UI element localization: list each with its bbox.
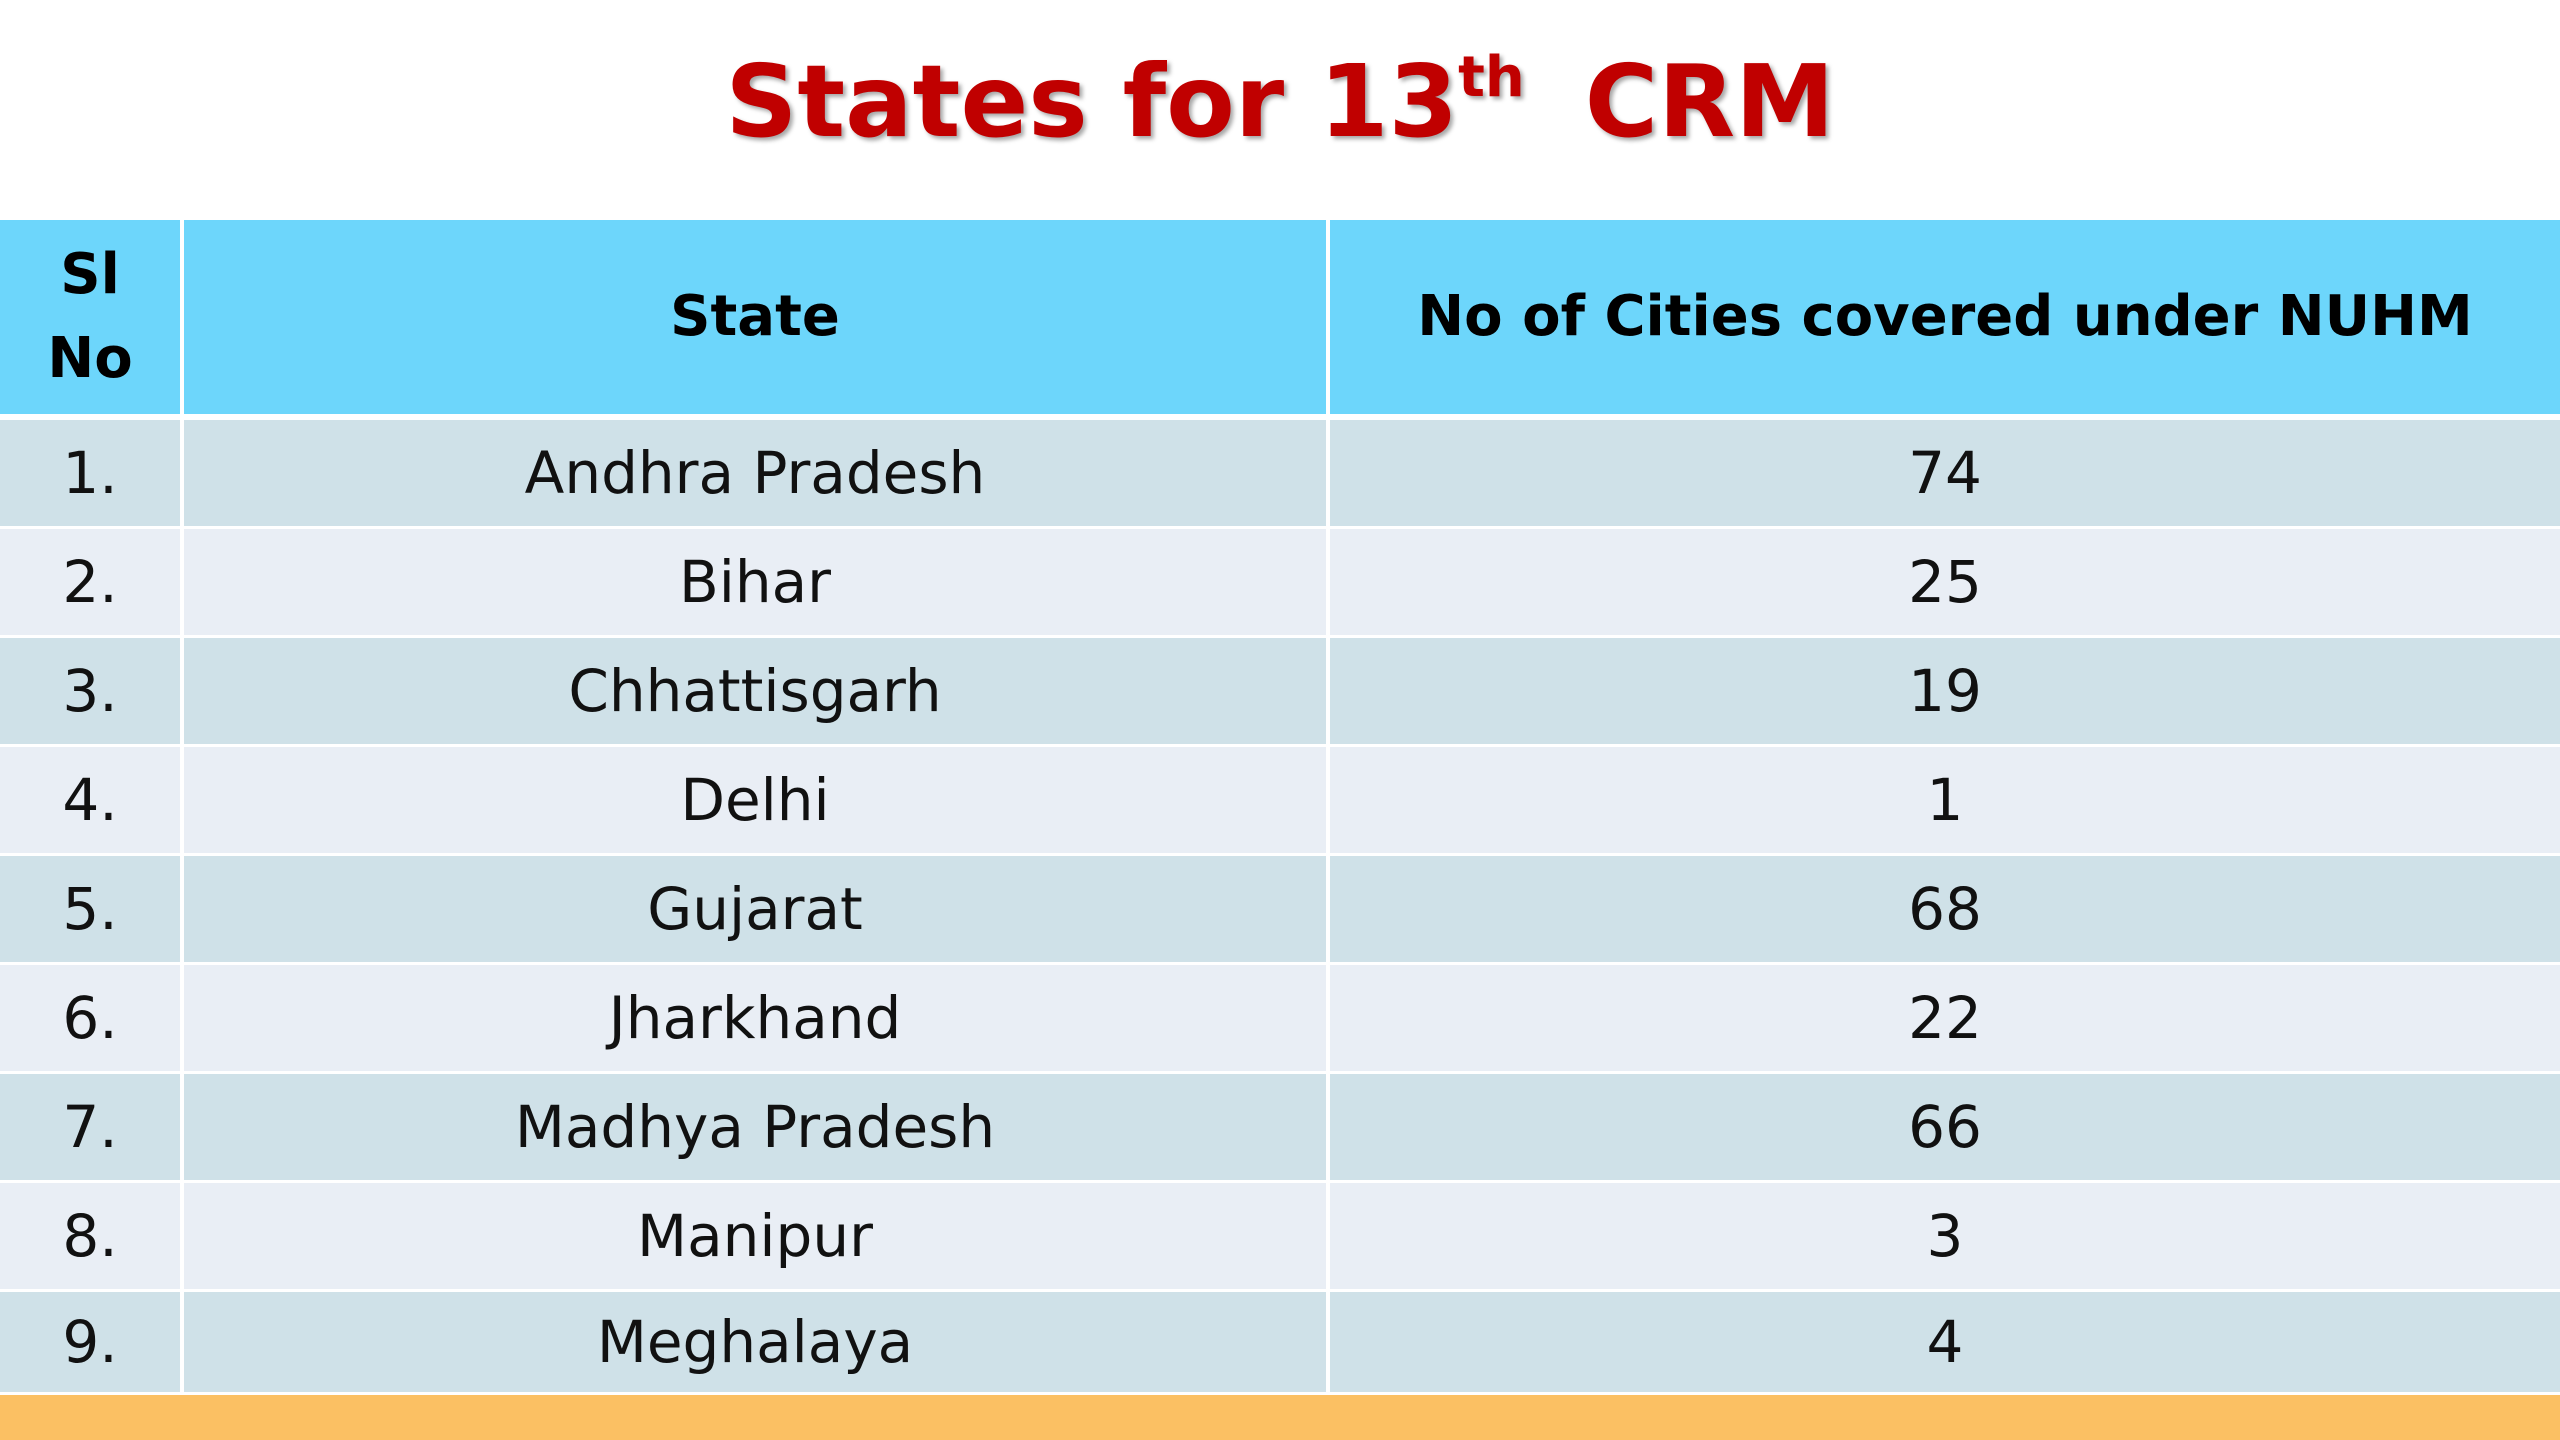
table-row: 3. Chhattisgarh 19	[0, 638, 2560, 747]
cell-cities: 19	[1908, 657, 1982, 725]
cell-sl-no: 6.	[0, 965, 184, 1071]
cell-cities: 3	[1926, 1202, 1964, 1270]
table-row: 9. Meghalaya 4	[0, 1292, 2560, 1392]
cell-state: Jharkhand	[184, 965, 1330, 1071]
cell-state: Gujarat	[184, 856, 1330, 962]
cell-cities: 4	[1926, 1308, 1964, 1376]
table-row: 4. Delhi 1	[0, 747, 2560, 856]
table-row: 5. Gujarat 68	[0, 856, 2560, 965]
cell-sl-no: 8.	[0, 1183, 184, 1289]
footer-bar	[0, 1395, 2560, 1440]
table-row: 6. Jharkhand 22	[0, 965, 2560, 1074]
header-sl-no: Sl No	[0, 220, 184, 414]
title-end: CRM	[1584, 43, 1835, 160]
cell-sl-no: 3.	[0, 638, 184, 744]
cell-state: Meghalaya	[184, 1292, 1330, 1392]
table-row: 2. Bihar 25	[0, 529, 2560, 638]
cell-cities: 25	[1908, 548, 1982, 616]
cell-sl-no: 4.	[0, 747, 184, 853]
cell-sl-no: 2.	[0, 529, 184, 635]
states-table: Sl No State No of Cities covered under N…	[0, 220, 2560, 1395]
table-header-row: Sl No State No of Cities covered under N…	[0, 220, 2560, 420]
header-cities: No of Cities covered under NUHM	[1417, 284, 2473, 349]
cell-state: Andhra Pradesh	[184, 420, 1330, 526]
cell-state: Delhi	[184, 747, 1330, 853]
cell-cities: 68	[1908, 875, 1982, 943]
cell-sl-no: 1.	[0, 420, 184, 526]
cell-sl-no: 9.	[0, 1292, 184, 1392]
table-row: 8. Manipur 3	[0, 1183, 2560, 1292]
cell-state: Madhya Pradesh	[184, 1074, 1330, 1180]
title-main: States for 13	[725, 43, 1459, 160]
cell-cities: 74	[1908, 439, 1982, 507]
cell-state: Bihar	[184, 529, 1330, 635]
cell-cities: 66	[1908, 1093, 1982, 1161]
header-state: State	[184, 220, 1330, 414]
title-superscript: th	[1458, 45, 1525, 110]
cell-state: Chhattisgarh	[184, 638, 1330, 744]
cell-sl-no: 7.	[0, 1074, 184, 1180]
cell-state: Manipur	[184, 1183, 1330, 1289]
table-row: 7. Madhya Pradesh 66	[0, 1074, 2560, 1183]
table-row: 1. Andhra Pradesh 74	[0, 420, 2560, 529]
cell-cities: 22	[1908, 984, 1982, 1052]
cell-sl-no: 5.	[0, 856, 184, 962]
cell-cities: 1	[1926, 766, 1964, 834]
slide-title: States for 13th CRM	[0, 22, 2560, 182]
